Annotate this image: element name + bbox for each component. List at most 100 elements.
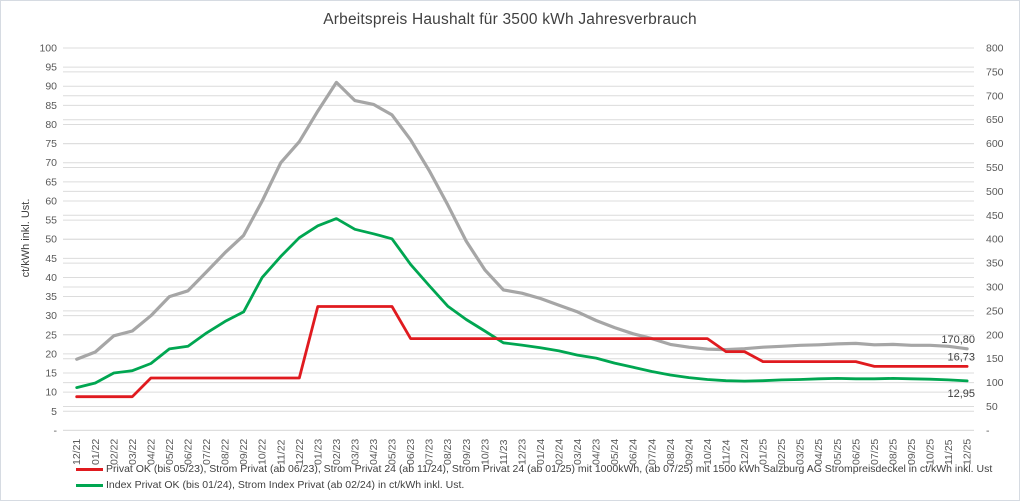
x-tick-label: 11/23 <box>498 439 510 465</box>
x-tick-label: 02/24 <box>554 439 566 465</box>
x-tick-label: 10/22 <box>257 439 269 465</box>
y-right-tick-label: 750 <box>986 66 1004 78</box>
x-tick-label: 09/22 <box>238 439 250 465</box>
x-tick-label: 09/25 <box>906 439 918 465</box>
x-tick-label: 04/23 <box>368 439 380 465</box>
y-left-tick-label: - <box>54 425 58 437</box>
y-left-tick-label: 90 <box>45 81 57 93</box>
x-tick-label: 07/24 <box>646 439 658 465</box>
data-label-green: 12,95 <box>947 388 975 400</box>
y-left-tick-label: 35 <box>45 291 57 303</box>
x-tick-label: 03/24 <box>572 439 584 465</box>
y-right-tick-label: - <box>986 425 990 437</box>
y-right-tick-label: 450 <box>986 210 1004 222</box>
x-tick-label: 03/23 <box>349 439 361 465</box>
x-tick-label: 12/21 <box>71 439 83 465</box>
x-tick-label: 05/24 <box>609 439 621 465</box>
y-left-tick-label: 25 <box>45 329 57 341</box>
x-tick-label: 04/22 <box>145 439 157 465</box>
x-tick-label: 02/25 <box>776 439 788 465</box>
x-tick-label: 01/23 <box>312 439 324 465</box>
data-label-red: 16,73 <box>947 351 975 363</box>
x-tick-label: 01/22 <box>90 439 102 465</box>
x-tick-label: 01/24 <box>535 439 547 465</box>
y-left-tick-label: 95 <box>45 62 57 74</box>
data-label-gray: 170,80 <box>941 334 975 346</box>
x-tick-label: 11/22 <box>275 439 287 465</box>
y-left-tick-label: 40 <box>45 272 57 284</box>
x-tick-label: 09/24 <box>683 439 695 465</box>
y-right-tick-label: 300 <box>986 282 1004 294</box>
y-right-tick-label: 150 <box>986 353 1004 365</box>
legend-item-green: Index Privat OK (bis 01/24), Strom Index… <box>76 479 992 491</box>
x-tick-label: 06/22 <box>183 439 195 465</box>
series-line-red <box>75 305 969 399</box>
x-tick-label: 07/22 <box>201 439 213 465</box>
y-left-tick-label: 20 <box>45 348 57 360</box>
x-tick-label: 05/25 <box>832 439 844 465</box>
y-left-tick-label: 70 <box>45 157 57 169</box>
y-right-tick-label: 800 <box>986 43 1004 55</box>
y-left-tick-label: 5 <box>51 406 57 418</box>
y-left-tick-label: 80 <box>45 119 57 131</box>
y-left-tick-label: 45 <box>45 253 57 265</box>
x-tick-label: 04/25 <box>813 439 825 465</box>
x-tick-label: 03/25 <box>795 439 807 465</box>
y-left-tick-label: 100 <box>39 43 57 55</box>
y-right-tick-label: 250 <box>986 305 1004 317</box>
x-tick-label: 11/24 <box>720 439 732 465</box>
x-tick-label: 08/22 <box>220 439 232 465</box>
x-tick-label: 09/23 <box>461 439 473 465</box>
x-tick-label: 12/22 <box>294 439 306 465</box>
y-right-tick-label: 600 <box>986 138 1004 150</box>
y-right-tick-label: 650 <box>986 114 1004 126</box>
y-left-tick-label: 50 <box>45 234 57 246</box>
x-tick-label: 07/23 <box>424 439 436 465</box>
x-tick-label: 01/25 <box>758 439 770 465</box>
y-right-tick-label: 200 <box>986 329 1004 341</box>
series-line-gray <box>75 80 969 361</box>
x-tick-label: 05/23 <box>387 439 399 465</box>
x-tick-label: 10/24 <box>702 439 714 465</box>
x-tick-label: 07/25 <box>869 439 881 465</box>
x-tick-label: 06/25 <box>850 439 862 465</box>
legend-swatch-green-line <box>76 483 103 487</box>
y-right-tick-label: 50 <box>986 401 998 413</box>
y-right-tick-label: 500 <box>986 186 1004 198</box>
x-tick-label: 02/23 <box>331 439 343 465</box>
x-tick-label: 03/22 <box>127 439 139 465</box>
x-tick-label: 10/23 <box>479 439 491 465</box>
y-right-tick-label: 400 <box>986 234 1004 246</box>
y-left-tick-label: 30 <box>45 310 57 322</box>
x-tick-label: 06/24 <box>628 439 640 465</box>
y-left-tick-label: 75 <box>45 138 57 150</box>
legend-label-red: Privat OK (bis 05/23), Strom Privat (ab … <box>106 463 993 475</box>
y-right-tick-label: 100 <box>986 377 1004 389</box>
x-tick-label: 12/25 <box>962 439 974 465</box>
x-tick-label: 12/23 <box>516 439 528 465</box>
y-right-tick-label: 550 <box>986 162 1004 174</box>
x-tick-label: 08/25 <box>887 439 899 465</box>
legend: Privat OK (bis 05/23), Strom Privat (ab … <box>76 463 992 491</box>
x-tick-label: 12/24 <box>739 439 751 465</box>
legend-item-red: Privat OK (bis 05/23), Strom Privat (ab … <box>76 463 992 475</box>
series-line-green <box>75 217 969 390</box>
x-tick-label: 08/23 <box>442 439 454 465</box>
y-left-tick-label: 65 <box>45 176 57 188</box>
legend-swatch-red-line <box>76 467 103 471</box>
x-tick-label: 08/24 <box>665 439 677 465</box>
y-right-tick-label: 700 <box>986 90 1004 102</box>
y-left-tick-label: 15 <box>45 368 57 380</box>
y-left-tick-label: 85 <box>45 100 57 112</box>
y-right-tick-label: 350 <box>986 258 1004 270</box>
y-left-tick-label: 10 <box>45 387 57 399</box>
chart-title: Arbeitspreis Haushalt für 3500 kWh Jahre… <box>323 11 697 28</box>
x-tick-label: 04/23 <box>591 439 603 465</box>
y-left-tick-label: 55 <box>45 215 57 227</box>
y-left-tick-label: 60 <box>45 195 57 207</box>
x-tick-label: 10/25 <box>925 439 937 465</box>
x-tick-label: 02/22 <box>108 439 120 465</box>
x-tick-label: 05/22 <box>164 439 176 465</box>
